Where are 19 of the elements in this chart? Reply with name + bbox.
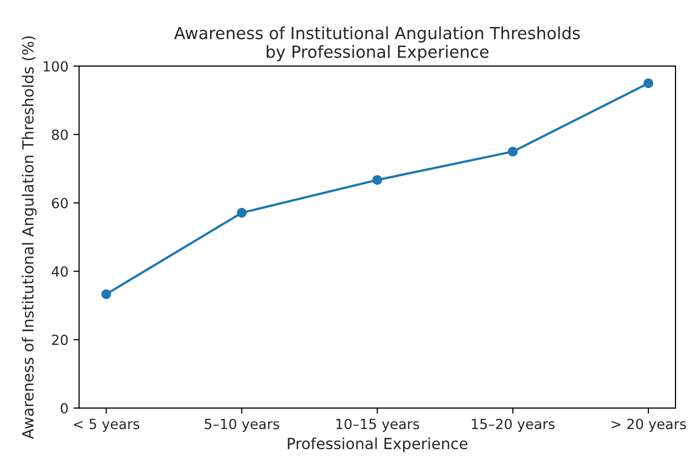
point <box>236 208 247 218</box>
x-tick-label: 15–20 years <box>472 418 555 432</box>
y-tick-label: 80 <box>52 129 68 140</box>
y-tick-label: 0 <box>60 403 68 414</box>
point <box>508 146 518 156</box>
x-tick-label: < 5 years <box>74 418 140 432</box>
chart-title: Awareness of Institutional Angulation Thresholds by Professional Experience <box>174 26 580 62</box>
y-tick-label: 40 <box>52 266 68 277</box>
x-tick-label: > 20 years <box>612 418 686 432</box>
y-tick-label: 20 <box>52 334 68 346</box>
x-tick-label: 5–10 years <box>204 418 280 432</box>
x-axis-title: Professional Experience <box>288 437 468 452</box>
y-axis-title: Awareness of Institutional Angulation Thresholds (%) <box>22 36 37 439</box>
y-tick-label: 100 <box>44 61 68 72</box>
point <box>101 289 112 300</box>
point <box>644 78 654 88</box>
x-tick-label: 10–15 years <box>336 418 420 432</box>
point <box>372 175 382 185</box>
y-tick-label: 60 <box>52 198 68 208</box>
